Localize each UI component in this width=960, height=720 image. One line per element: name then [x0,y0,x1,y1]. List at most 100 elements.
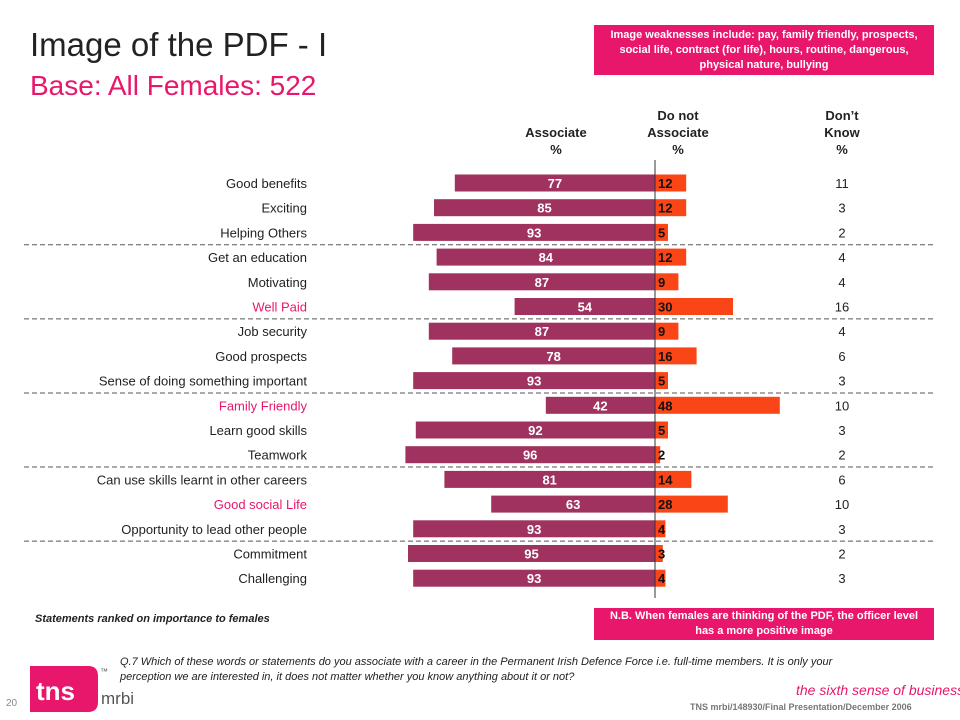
nb-note-box: N.B. When females are thinking of the PD… [594,608,934,640]
category-label: Good benefits [226,176,307,191]
not-associate-bar [655,248,687,266]
associate-bar [434,199,655,217]
not-associate-bar [655,199,687,217]
not-associate-bar [655,470,692,488]
footer-reference: TNS mrbi/148930/Final Presentation/Decem… [690,702,912,712]
associate-value-label: 78 [546,349,560,364]
dont-know-value-label: 4 [838,275,845,290]
associate-bar [428,273,655,291]
associate-value-label: 95 [524,547,538,562]
not-associate-value-label: 28 [658,497,672,512]
not-associate-bar [655,223,668,241]
associate-bar [444,470,655,488]
category-label: Helping Others [220,225,307,240]
page-subtitle: Base: All Females: 522 [30,70,317,101]
associate-value-label: 87 [535,324,549,339]
not-associate-bar [655,421,668,439]
not-associate-value-label: 2 [658,448,665,463]
associate-bar [545,396,655,414]
dont-know-value-label: 16 [835,300,849,315]
category-label: Get an education [208,250,307,265]
category-label: Good social Life [214,497,307,512]
dont-know-value-label: 3 [838,571,845,586]
dont-know-value-label: 6 [838,472,845,487]
not-associate-bar [655,273,679,291]
not-associate-value-label: 14 [658,472,673,487]
category-label: Opportunity to lead other people [121,522,307,537]
logo-subtext: mrbi [101,689,134,708]
not-associate-value-label: 9 [658,324,665,339]
associate-bar [452,347,655,365]
not-associate-bar [655,520,666,538]
survey-question: Q.7 Which of these words or statements d… [120,656,833,683]
tagline: the sixth sense of business™ [796,682,960,698]
not-associate-value-label: 16 [658,349,672,364]
category-label: Sense of doing something important [99,374,308,389]
associate-bar [514,298,655,315]
associate-value-label: 63 [566,497,580,512]
not-associate-value-label: 4 [658,522,666,537]
category-label: Family Friendly [219,398,308,413]
dont-know-value-label: 11 [835,176,849,191]
not-associate-bar [655,322,679,340]
associate-bar [428,322,655,340]
not-associate-value-label: 9 [658,275,665,290]
dont-know-value-label: 3 [838,522,845,537]
not-associate-value-label: 5 [658,423,665,438]
dont-know-value-label: 3 [838,201,845,216]
associate-value-label: 93 [527,522,541,537]
associate-bar [436,248,655,266]
not-associate-value-label: 3 [658,547,665,562]
dont-know-value-label: 4 [838,324,845,339]
dont-know-column-header: Don’t Know % [824,108,860,157]
associate-bar [413,372,655,390]
not-associate-bar [655,545,663,562]
associate-value-label: 84 [539,250,554,265]
associate-bar [454,174,655,192]
associate-bar [408,545,655,562]
associate-value-label: 93 [527,571,541,586]
category-label: Job security [238,324,308,339]
associate-value-label: 77 [548,176,562,191]
dont-know-value-label: 4 [838,250,845,265]
associate-bar [413,569,655,587]
statement-ranking-note: Statements ranked on importance to femal… [35,613,270,625]
associate-value-label: 42 [593,398,607,413]
not-associate-bar [655,347,697,365]
associate-value-label: 87 [535,275,549,290]
category-label: Teamwork [248,448,308,463]
category-label: Commitment [233,547,307,562]
logo-text: tns [36,676,75,706]
not-associate-bar [655,298,733,315]
dont-know-value-label: 2 [838,547,845,562]
diverging-bar-chart: Good benefits 77 12 11 Exciting 85 12 3 Helping … [24,160,934,598]
associate-value-label: 93 [527,225,541,240]
not-associate-bar [655,396,780,414]
dont-know-value-label: 10 [835,398,849,413]
category-label: Challenging [238,571,307,586]
not-associate-bar [655,446,661,464]
associate-bar [413,223,655,241]
dont-know-value-label: 3 [838,374,845,389]
category-label: Good prospects [215,349,307,364]
dont-know-value-label: 6 [838,349,845,364]
associate-bar [491,495,655,513]
dont-know-value-label: 10 [835,497,849,512]
category-label: Learn good skills [209,423,307,438]
not-associate-value-label: 30 [658,300,672,315]
category-label: Well Paid [252,300,307,315]
not-associate-value-label: 12 [658,250,672,265]
not-associate-bar [655,372,668,390]
not-associate-bar [655,495,728,513]
not-associate-value-label: 5 [658,225,665,240]
not-associate-value-label: 5 [658,374,665,389]
associate-column-header: Associate % [525,125,587,157]
not-associate-bar [655,174,687,192]
associate-bar [415,421,655,439]
not-associate-value-label: 12 [658,201,672,216]
not-associate-value-label: 12 [658,176,672,191]
associate-value-label: 93 [527,374,541,389]
associate-bar [413,520,655,538]
associate-value-label: 54 [578,300,593,315]
not-associate-value-label: 48 [658,398,672,413]
